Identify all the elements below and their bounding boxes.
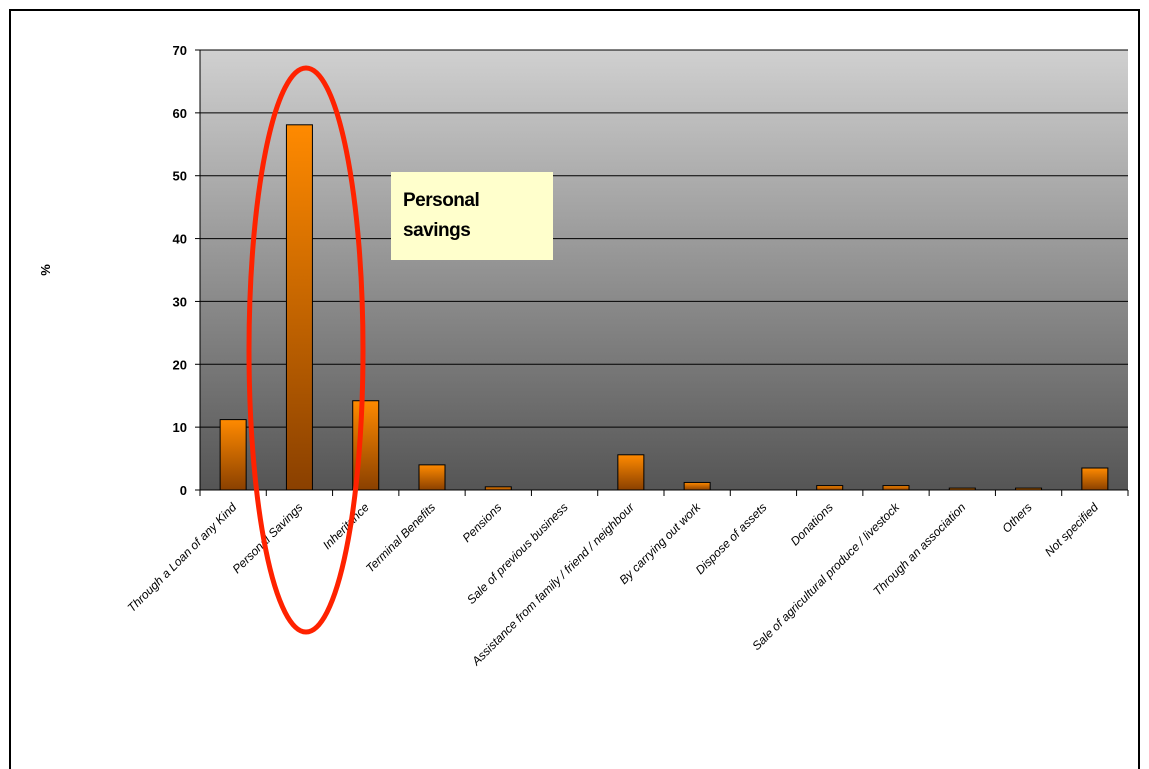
x-tick-label: Donations xyxy=(788,500,836,548)
y-tick-label: 0 xyxy=(180,483,187,498)
gridlines xyxy=(200,49,1128,428)
x-tick-label: Dispose of assets xyxy=(693,500,770,577)
y-tick-label: 70 xyxy=(173,43,187,58)
bar xyxy=(816,485,844,491)
bar xyxy=(285,124,313,491)
bar xyxy=(1081,467,1109,491)
bar xyxy=(882,485,910,491)
bars xyxy=(219,124,1109,491)
x-tick-label: Terminal Benefits xyxy=(363,500,438,575)
highlight-ellipse xyxy=(246,65,366,635)
y-tick-label: 40 xyxy=(173,232,187,247)
y-tick-label: 60 xyxy=(173,106,187,121)
bar xyxy=(617,454,645,491)
y-axis-label: % xyxy=(38,264,53,276)
y-tick-labels: 0 10 20 30 40 50 60 70 xyxy=(173,43,200,498)
bar xyxy=(418,464,446,491)
callout-box: Personal savings xyxy=(391,172,553,260)
x-tick-label: Not specified xyxy=(1042,500,1101,559)
x-tick-label: Through a Loan of any Kind xyxy=(125,500,240,615)
x-tick-label: Pensions xyxy=(460,500,505,545)
y-tick-label: 30 xyxy=(173,294,187,309)
x-tick-label: Others xyxy=(999,500,1034,535)
y-tick-label: 20 xyxy=(173,357,187,372)
bar xyxy=(219,419,247,491)
callout-line-2: savings xyxy=(403,220,471,241)
y-tick-label: 50 xyxy=(173,169,187,184)
callout-line-1: Personal xyxy=(403,190,480,211)
y-tick-label: 10 xyxy=(173,420,187,435)
x-tick-label: Sale of agricultural produce / livestock xyxy=(749,500,903,654)
bar xyxy=(683,481,711,491)
